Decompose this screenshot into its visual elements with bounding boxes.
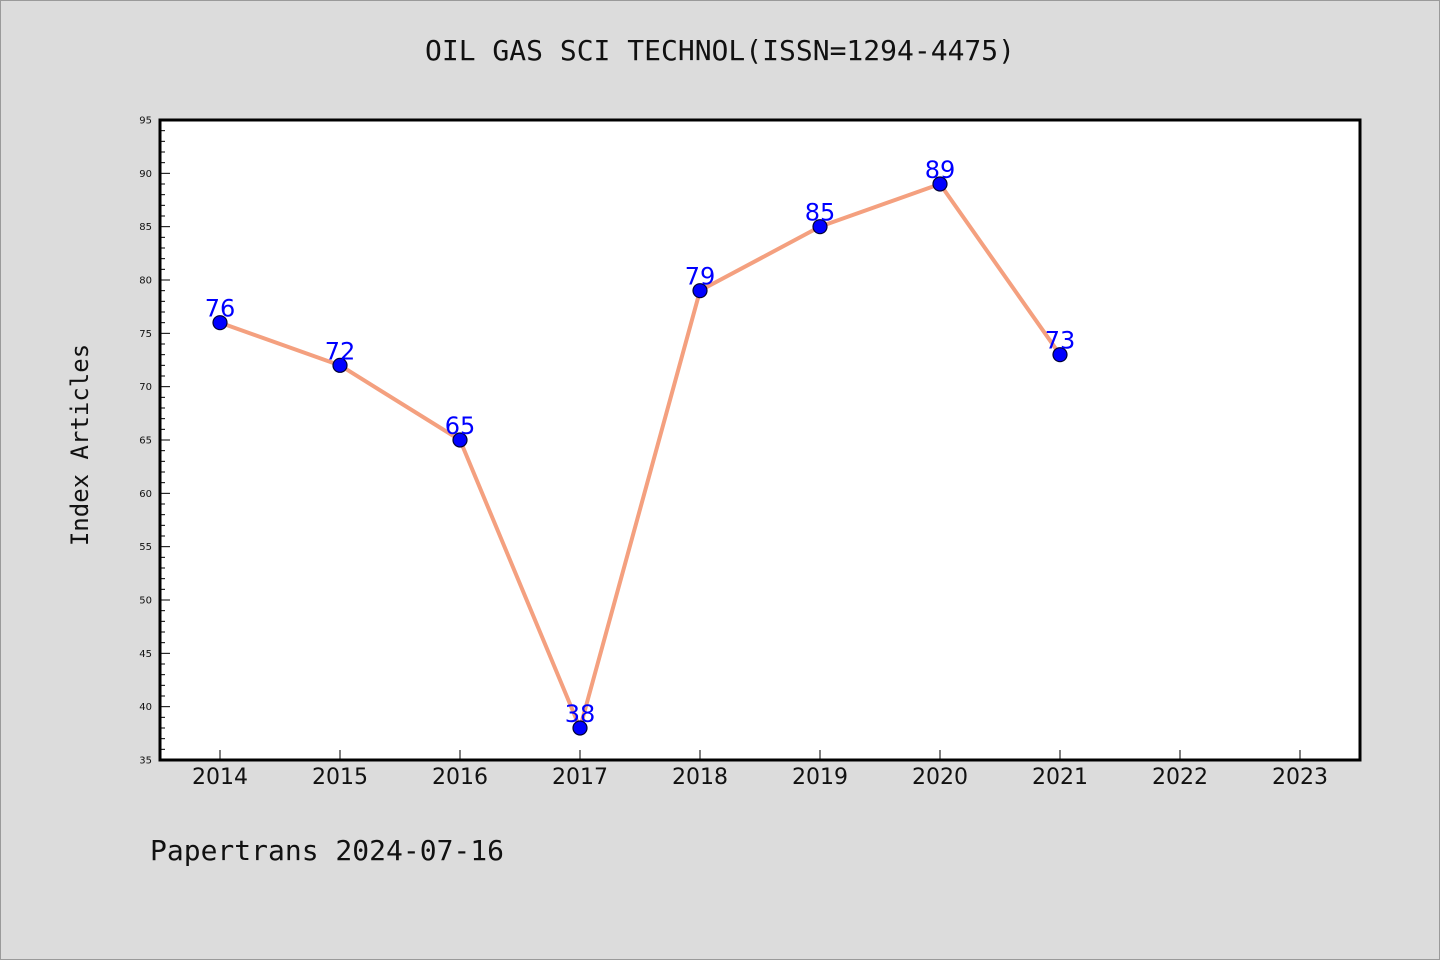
data-label: 85 [805,199,836,227]
x-tick-label: 2014 [192,765,248,790]
data-point [932,176,948,192]
data-label: 65 [445,412,476,440]
x-tick-label: 2015 [312,765,368,790]
y-tick-label: 65 [139,436,152,447]
y-tick-label: 35 [139,756,152,767]
series-line [219,182,1062,730]
x-tick-label: 2021 [1032,765,1088,790]
data-point [692,283,708,299]
y-tick-label: 90 [139,169,152,180]
y-tick-label: 85 [139,222,152,233]
footer-text: Papertrans 2024-07-16 [150,834,505,867]
data-label: 72 [325,337,356,365]
y-tick-label: 55 [139,542,152,553]
data-point [332,357,348,373]
y-tick-label: 70 [139,382,152,393]
plot-border [158,118,1362,762]
x-tick-label: 2022 [1152,765,1208,790]
plot-area [160,120,1360,760]
x-tick-label: 2016 [432,765,488,790]
data-label: 73 [1045,327,1076,355]
series-line-group [219,182,1062,730]
data-point [452,432,468,448]
data-point-group [212,176,1068,736]
data-label: 76 [205,295,236,323]
x-tick-label: 2020 [912,765,968,790]
y-tick-label: 40 [139,702,152,713]
data-label: 38 [565,700,596,728]
x-tick-label: 2019 [792,765,848,790]
data-point [212,315,228,331]
x-tick-label: 2023 [1272,765,1328,790]
data-label: 79 [685,263,716,291]
y-axis: 35 40 45 50 55 60 65 70 75 80 85 90 95 [139,116,170,767]
y-tick-label: 95 [139,116,152,127]
y-tick-label: 75 [139,329,152,340]
y-tick-label: 45 [139,649,152,660]
y-tick-label: 50 [139,596,152,607]
data-point [812,219,828,235]
y-tick-label: 80 [139,276,152,287]
data-label: 89 [925,156,956,184]
data-point [572,720,588,736]
y-tick-label: 60 [139,489,152,500]
x-tick-label: 2017 [552,765,608,790]
chart-title: OIL GAS SCI TECHNOL(ISSN=1294-4475) [424,34,1015,67]
x-axis: 2014 2015 2016 2017 2018 2019 2020 2021 2022 2023 [192,750,1328,790]
data-label-group: 76 72 65 38 79 85 89 73 [205,156,1076,728]
data-point [1052,347,1068,363]
x-tick-label: 2018 [672,765,728,790]
